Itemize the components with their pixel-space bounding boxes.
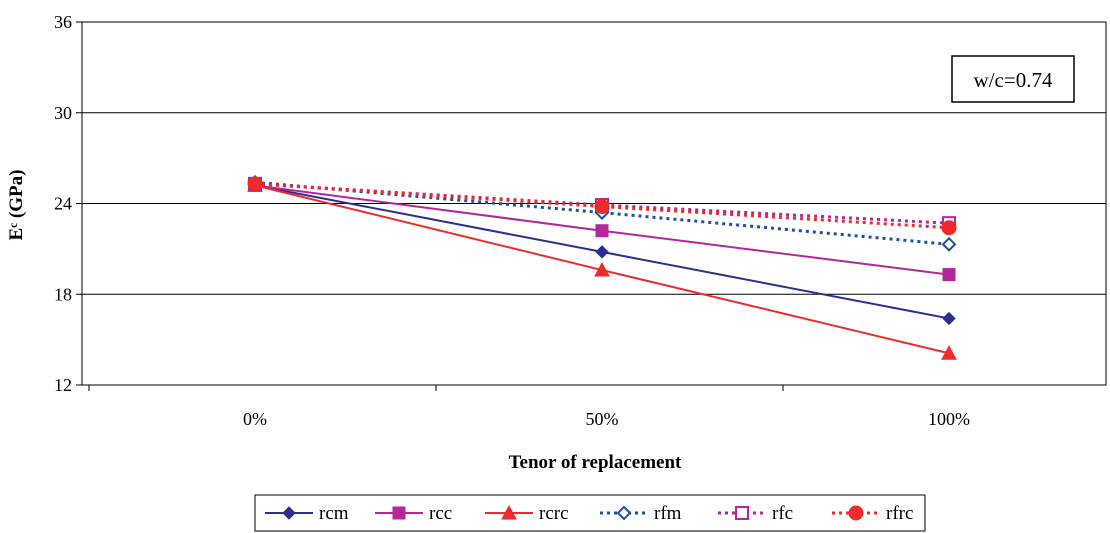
legend: rcm rcc rcrc rfm rfc rfrc [254,494,926,532]
x-tick-label: 50% [586,409,619,429]
x-axis-title: Tenor of replacement [509,452,682,473]
data-point-rfrc [941,220,957,236]
legend-entry-rfc: rfc [718,503,793,524]
annotation-box [951,55,1075,103]
legend-marker-rcc [392,506,406,520]
legend-entry-rcc: rcc [375,503,452,524]
legend-marker-rcrc [501,504,517,520]
annotation-text: w/c=0.74 [974,68,1053,92]
y-tick-label: 12 [54,375,72,395]
data-point-rfm [941,236,957,252]
legend-entry-rfm: rfm [600,503,682,524]
legend-marker-rfm [616,505,632,521]
legend-marker-rfrc [848,505,864,521]
legend-label-rcc: rcc [429,503,452,524]
x-tick-label: 100% [928,409,970,429]
data-point-rcrc [594,261,610,277]
legend-label-rcrc: rcrc [539,503,569,524]
data-point-rcc [595,224,609,238]
legend-entry-rfrc: rfrc [832,503,913,524]
legend-label-rfrc: rfrc [886,503,913,524]
legend-label-rfm: rfm [654,503,682,524]
annotation-layer: w/c=0.74 [951,55,1075,103]
legend-box [254,494,926,532]
axis-layer: 12 18 24 30 36 0% 50% 100% [54,12,970,429]
series-layer [247,174,957,360]
data-point-rcrc [941,345,957,360]
data-point-rcm [942,311,956,326]
data-point-rfrc [594,199,610,215]
data-point-rcm [595,245,609,259]
y-tick-label: 18 [54,284,72,304]
data-point-rcc [942,268,956,282]
legend-marker-rcm [282,506,296,520]
y-axis-title: Eᶜ (GPa) [6,170,27,241]
legend-marker-rfc [735,506,749,520]
grid-layer [81,21,1107,386]
series-rfrc [247,176,957,236]
legend-label-rfc: rfc [772,503,793,524]
legend-entry-rcm: rcm [265,503,349,524]
y-tick-label: 36 [54,12,72,32]
y-tick-label: 24 [54,194,72,214]
legend-entry-rcrc: rcrc [485,503,569,524]
data-point-rfrc [247,176,263,192]
x-tick-label: 0% [243,409,267,429]
legend-label-rcm: rcm [319,503,349,524]
y-tick-label: 30 [54,103,72,123]
